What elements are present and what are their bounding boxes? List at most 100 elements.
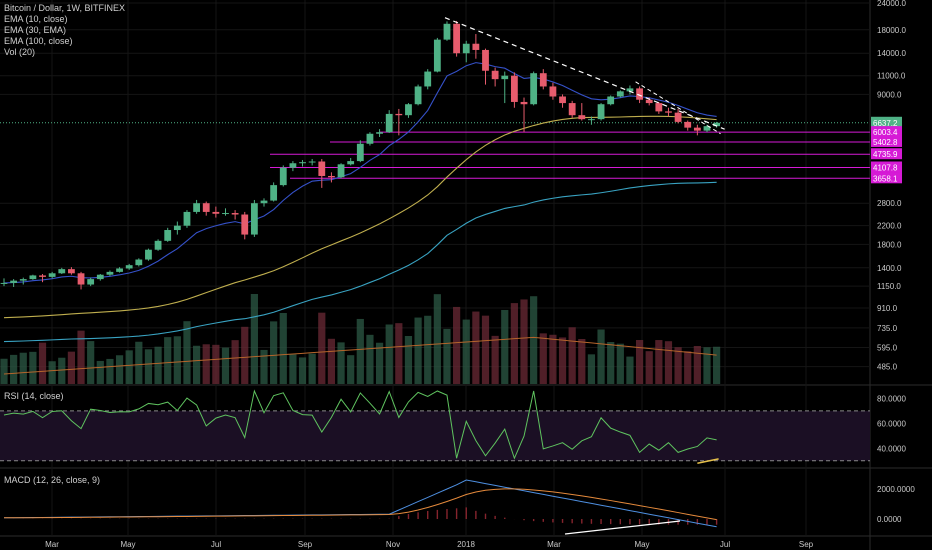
candle-body-1 — [10, 280, 18, 283]
candle-body-69 — [665, 111, 672, 113]
candle-body-34 — [328, 175, 335, 178]
candle-body-19 — [183, 211, 191, 226]
candle-body-21 — [202, 203, 210, 212]
macd-hist-60 — [581, 519, 583, 524]
volume-bar-33 — [318, 312, 326, 384]
price-tick-label: 1800.0 — [877, 240, 902, 249]
candle-body-66 — [636, 88, 643, 100]
volume-bar-0 — [0, 358, 8, 384]
candle-body-9 — [87, 279, 95, 285]
volume-bar-59 — [568, 327, 576, 384]
candle-body-64 — [616, 91, 624, 97]
candle-body-60 — [578, 115, 586, 120]
volume-bar-50 — [481, 315, 490, 384]
volume-bar-16 — [154, 346, 162, 384]
price-tick-label: 485.0 — [877, 363, 898, 372]
volume-bar-26 — [250, 294, 258, 384]
macd-hist-43 — [417, 512, 419, 519]
volume-bar-31 — [298, 357, 307, 384]
candle-body-37 — [356, 143, 364, 162]
candle-body-16 — [154, 240, 162, 250]
candle-body-62 — [597, 104, 605, 120]
volume-bar-3 — [29, 351, 37, 384]
volume-bar-47 — [453, 306, 461, 384]
candle-body-53 — [510, 75, 518, 102]
volume-bar-9 — [87, 341, 95, 384]
macd-hist-74 — [715, 519, 718, 525]
support-tag-3: 4107.8 — [873, 163, 898, 172]
volume-bar-37 — [356, 318, 364, 384]
volume-bar-34 — [327, 338, 336, 384]
candle-body-54 — [520, 101, 528, 105]
volume-bar-72 — [693, 346, 701, 384]
volume-bar-63 — [607, 342, 615, 384]
macd-trendline — [564, 520, 681, 535]
time-axis-label-5: 2018 — [457, 540, 475, 549]
candle-body-38 — [366, 133, 374, 144]
candle-body-10 — [96, 274, 104, 280]
volume-bar-38 — [366, 334, 374, 384]
macd-hist-73 — [706, 519, 708, 525]
candle-body-35 — [337, 164, 345, 178]
price-tick-label: 9000.0 — [877, 90, 902, 99]
candle-body-56 — [539, 73, 547, 87]
candle-body-22 — [212, 211, 220, 214]
volume-bar-4 — [38, 342, 47, 384]
candle-body-8 — [77, 273, 85, 285]
macd-tick-label: 0.0000 — [877, 515, 902, 524]
volume-bar-5 — [48, 361, 56, 384]
volume-bar-32 — [308, 353, 316, 384]
support-tag-1: 5402.8 — [873, 138, 898, 147]
volume-bar-65 — [626, 356, 634, 384]
macd-hist-50 — [484, 513, 487, 519]
volume-bar-25 — [241, 326, 249, 384]
volume-bar-70 — [674, 347, 682, 384]
price-tick-label: 2200.0 — [877, 222, 902, 231]
candle-body-59 — [568, 103, 576, 116]
candle-body-5 — [48, 273, 56, 277]
rsi-tick-label: 80.0000 — [877, 394, 906, 403]
candle-body-25 — [241, 214, 249, 235]
support-tag-4: 3658.1 — [873, 174, 898, 183]
time-axis-label-0: Mar — [45, 540, 59, 549]
candle-body-0 — [0, 282, 8, 284]
ema100-line — [3, 181, 717, 343]
candle-body-36 — [347, 161, 355, 165]
macd-hist-54 — [523, 519, 525, 521]
rsi-legend: RSI (14, close) — [4, 391, 64, 401]
volume-bar-53 — [510, 303, 518, 384]
volume-bar-61 — [587, 354, 596, 384]
candle-body-13 — [125, 265, 133, 269]
macd-hist-58 — [561, 519, 564, 523]
volume-bar-62 — [597, 329, 605, 384]
macd-hist-42 — [407, 513, 410, 519]
volume-bar-56 — [539, 333, 547, 384]
candle-body-44 — [424, 71, 432, 87]
support-tag-0: 6003.4 — [873, 128, 898, 137]
volume-bar-60 — [578, 339, 586, 384]
macd-hist-41 — [398, 516, 400, 519]
volume-bar-68 — [655, 340, 663, 384]
macd-hist-59 — [571, 519, 573, 524]
volume-bar-17 — [164, 337, 172, 384]
volume-bar-15 — [144, 349, 153, 384]
macd-hist-61 — [590, 519, 593, 524]
volume-bar-29 — [279, 313, 287, 384]
volume-bar-23 — [221, 347, 230, 384]
macd-hist-49 — [475, 510, 477, 519]
candle-body-17 — [164, 230, 172, 241]
volume-bar-28 — [270, 321, 278, 384]
support-tag-1-bg — [871, 135, 902, 147]
macd-hist-48 — [465, 507, 467, 519]
ema10-line — [3, 62, 717, 284]
candle-body-15 — [145, 249, 152, 260]
current-price-tag-bg — [871, 116, 902, 128]
candle-body-30 — [289, 163, 297, 168]
volume-bar-57 — [549, 334, 557, 384]
volume-bar-35 — [337, 342, 345, 384]
candle-body-28 — [270, 185, 278, 201]
candle-body-72 — [693, 127, 701, 131]
volume-bar-24 — [231, 340, 239, 384]
